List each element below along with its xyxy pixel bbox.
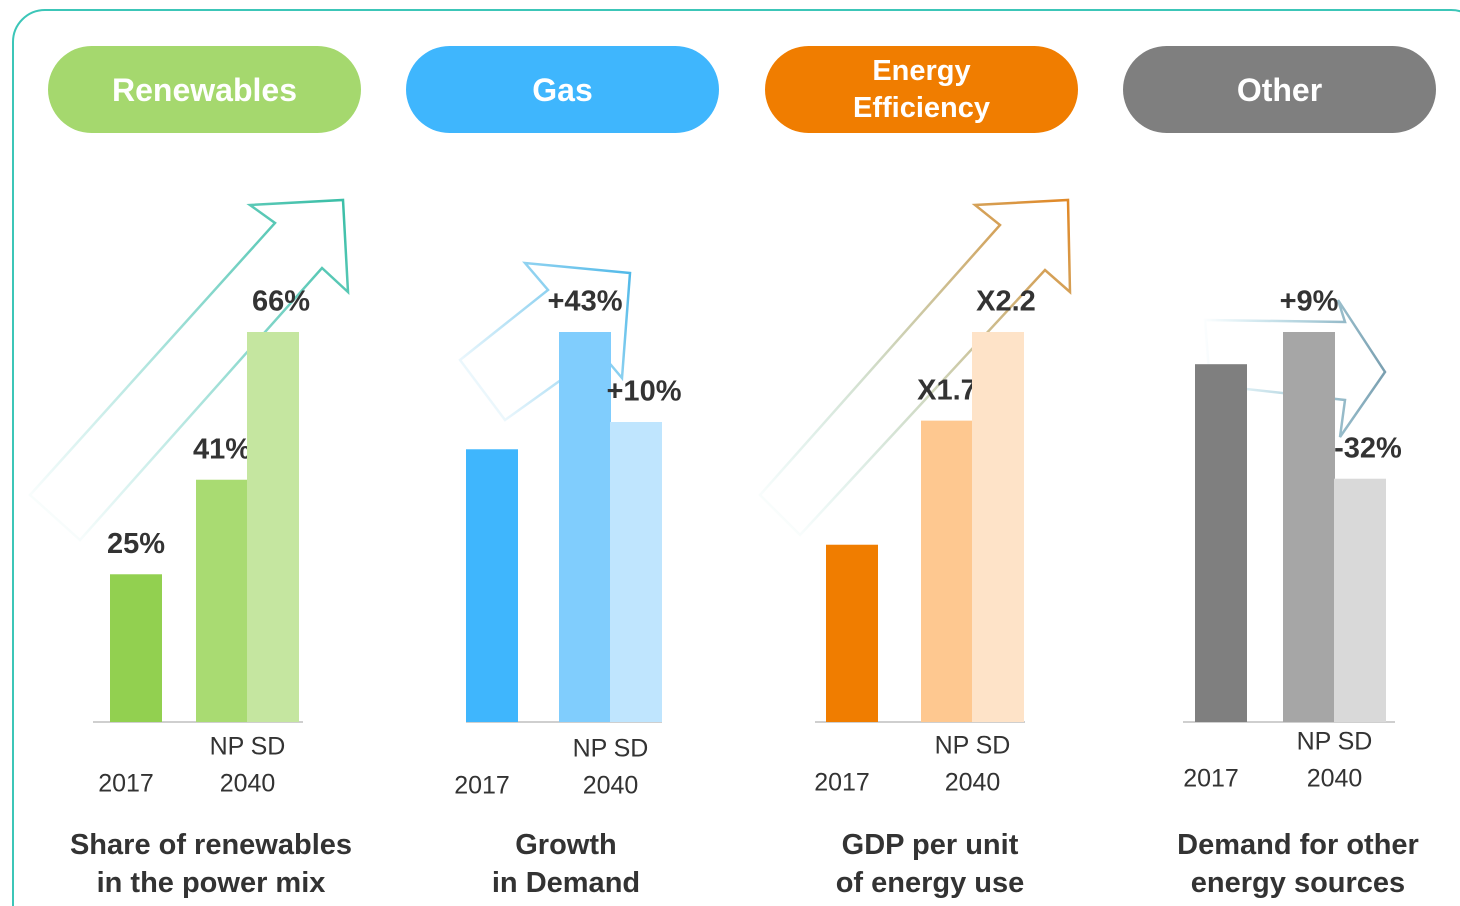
value-label: X1.7 [917,374,977,406]
x-tick-label: 2017 [814,769,870,797]
x-tick-label: NP [1297,728,1332,756]
bar [1283,332,1335,722]
x-tick-label: SD [976,732,1011,760]
category-header: Gas [406,46,719,133]
x-tick-label: NP [935,732,970,760]
group-label: 2040 [220,770,276,798]
category-header: Other [1123,46,1436,133]
bar [1195,364,1247,722]
bar [196,479,248,722]
bar [110,574,162,722]
group-label: 2040 [945,769,1001,797]
x-tick-label: NP [210,733,245,761]
x-tick-label: 2017 [454,772,510,800]
category-header: Energy Efficiency [765,46,1078,133]
trend-arrow [28,198,350,542]
bar [610,422,662,722]
group-label: 2040 [1307,765,1363,793]
value-label: X2.2 [976,286,1036,318]
category-header: Renewables [48,46,361,133]
trend-arrow [458,261,632,422]
chart-caption: Share of renewables in the power mix [69,829,353,899]
frame [12,9,1460,906]
bar [559,332,611,722]
bar [1334,478,1386,722]
x-tick-label: SD [614,735,649,763]
bar [921,420,973,722]
chart-caption: Growth in Demand [491,829,641,899]
group-label: 2040 [583,772,639,800]
value-label: +10% [607,376,682,408]
x-tick-label: 2017 [98,770,154,798]
chart-caption: Demand for other energy sources [1177,829,1419,899]
x-tick-label: SD [1338,728,1373,756]
bar [247,332,299,722]
bar [466,449,518,722]
value-label: +43% [548,286,623,318]
x-tick-label: NP [573,735,608,763]
bar [972,332,1024,722]
value-label: 25% [107,528,165,560]
x-tick-label: SD [251,733,286,761]
value-label: +9% [1280,286,1339,318]
bar [826,544,878,722]
value-label: -32% [1334,432,1402,464]
chart-caption: GDP per unit of energy use [835,829,1025,899]
x-tick-label: 2017 [1183,765,1239,793]
trend-arrow [758,198,1072,537]
value-label: 66% [252,286,310,318]
value-label: 41% [193,433,251,465]
